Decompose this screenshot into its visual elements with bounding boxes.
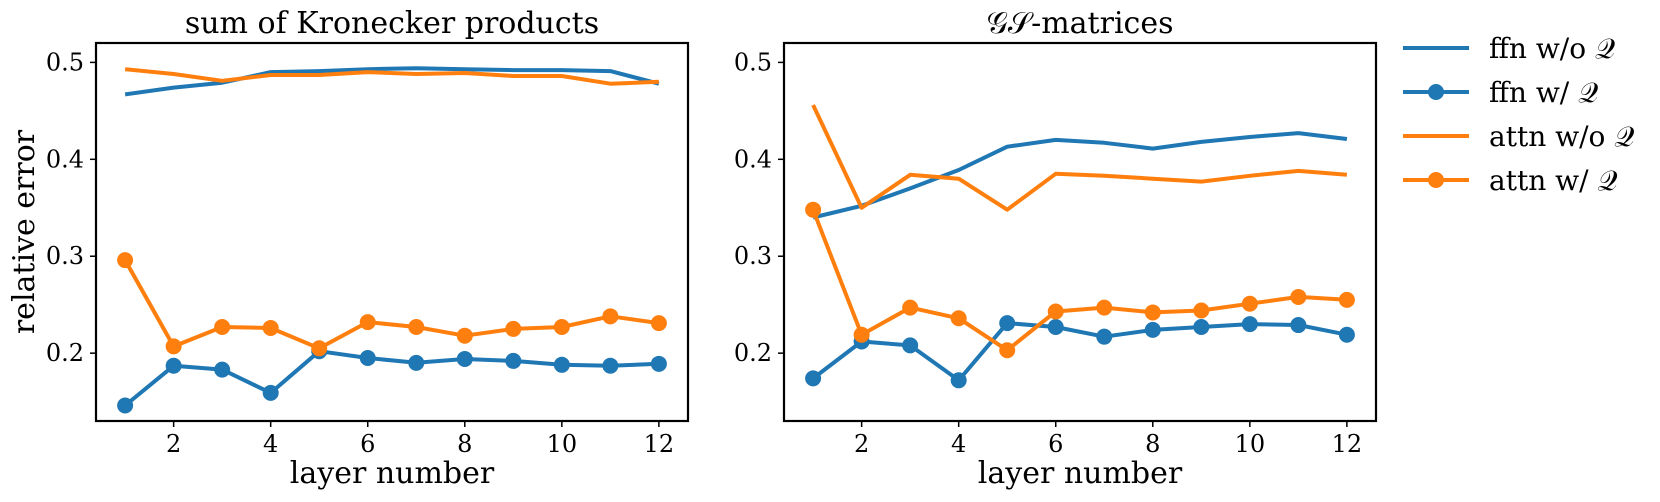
x-axis-label: layer number (978, 456, 1183, 491)
x-tick-label: 8 (457, 430, 472, 458)
data-point (408, 318, 425, 335)
data-point (1047, 303, 1064, 320)
data-point (1338, 326, 1355, 343)
plot-area-gs-matrices: 2 4 6 8 10 12 0.2 0.3 0.4 0.5 (734, 48, 1362, 458)
data-point (805, 201, 822, 218)
data-point (214, 361, 231, 378)
legend-marker (1428, 172, 1444, 188)
x-tick-label: 2 (854, 430, 869, 458)
series-line-attn-w (123, 259, 660, 351)
subplot-gs-matrices: 𝒢𝒮-matrices 2 4 6 8 10 12 0.2 0.3 0.4 0.5 layer n… (734, 6, 1378, 491)
data-point (553, 318, 570, 335)
data-point (262, 384, 279, 401)
data-point (805, 370, 822, 387)
data-point (1096, 299, 1113, 316)
y-tick-label: 0.3 (46, 242, 84, 270)
y-tick-label: 0.3 (734, 242, 772, 270)
legend: ffn w/o 𝒬 ffn w/ 𝒬 attn w/o 𝒬 attn w/ 𝒬 (1403, 32, 1634, 197)
data-point (359, 314, 376, 331)
y-tick-label: 0.4 (46, 145, 84, 173)
plot-frame (782, 41, 1378, 423)
data-point (408, 354, 425, 371)
x-tick-label: 10 (547, 430, 578, 458)
data-point (165, 338, 182, 355)
data-point (1047, 318, 1064, 335)
data-point (1338, 291, 1355, 308)
plot-frame (94, 41, 690, 423)
data-point (117, 397, 134, 414)
plot-area-kronecker: 2 4 6 8 10 12 0.2 0.3 0.4 0.5 (46, 48, 674, 458)
y-tick-label: 0.5 (734, 48, 772, 76)
data-point (650, 315, 667, 332)
data-point (1290, 317, 1307, 334)
series-line-ffn-w-o (124, 66, 660, 97)
y-axis-label: relative error (7, 129, 42, 334)
data-point (456, 327, 473, 344)
data-point (999, 315, 1016, 332)
subplot-title: sum of Kronecker products (185, 6, 599, 41)
data-point (359, 350, 376, 366)
subplot-kronecker: sum of Kronecker products 2 4 6 8 10 12 0.2 0.3… (7, 6, 690, 491)
data-point (553, 356, 570, 373)
subplot-title: 𝒢𝒮-matrices (987, 6, 1174, 41)
data-point (165, 357, 182, 374)
x-tick-label: 6 (360, 430, 375, 458)
data-point (1241, 295, 1258, 312)
y-tick-label: 0.2 (734, 339, 772, 367)
series-line-attn-w (811, 208, 1348, 353)
data-point (1290, 288, 1307, 305)
data-point (117, 252, 134, 269)
data-point (214, 318, 231, 335)
x-tick-label: 4 (263, 430, 278, 458)
data-point (1241, 316, 1258, 333)
legend-label: ffn w/ 𝒬 (1489, 76, 1598, 109)
data-point (311, 340, 328, 357)
data-point (950, 310, 967, 327)
data-point (902, 337, 919, 354)
data-point (1144, 321, 1161, 338)
series-line-attn-w-o (124, 67, 659, 86)
data-point (902, 299, 919, 316)
x-tick-label: 10 (1235, 430, 1266, 458)
data-point (505, 352, 522, 369)
x-tick-label: 12 (644, 430, 675, 458)
x-tick-label: 8 (1145, 430, 1160, 458)
x-tick-label: 6 (1048, 430, 1063, 458)
x-tick-label: 2 (166, 430, 181, 458)
x-axis-label: layer number (290, 456, 495, 491)
data-point (262, 319, 279, 336)
data-point (1144, 304, 1161, 321)
series-line-attn-w-o (811, 104, 1348, 212)
y-tick-label: 0.2 (46, 339, 84, 367)
data-point (950, 372, 967, 389)
data-point (650, 355, 667, 372)
x-tick-label: 4 (951, 430, 966, 458)
series-line-ffn-w (123, 349, 659, 408)
legend-label: attn w/ 𝒬 (1489, 164, 1618, 197)
y-tick-label: 0.5 (46, 48, 84, 76)
data-point (1193, 302, 1210, 319)
y-tick-label: 0.4 (734, 145, 772, 173)
data-point (999, 342, 1016, 359)
data-point (1193, 318, 1210, 335)
x-tick-label: 12 (1332, 430, 1363, 458)
data-point (853, 326, 870, 343)
legend-marker (1428, 84, 1444, 100)
series-line-ffn-w (811, 321, 1348, 383)
data-point (505, 320, 522, 337)
data-point (602, 308, 619, 325)
data-point (456, 350, 473, 367)
data-point (1096, 328, 1113, 345)
data-point (602, 357, 619, 374)
legend-label: attn w/o 𝒬 (1489, 120, 1634, 153)
series-line-ffn-w-o (812, 131, 1348, 220)
legend-label: ffn w/o 𝒬 (1489, 32, 1615, 65)
